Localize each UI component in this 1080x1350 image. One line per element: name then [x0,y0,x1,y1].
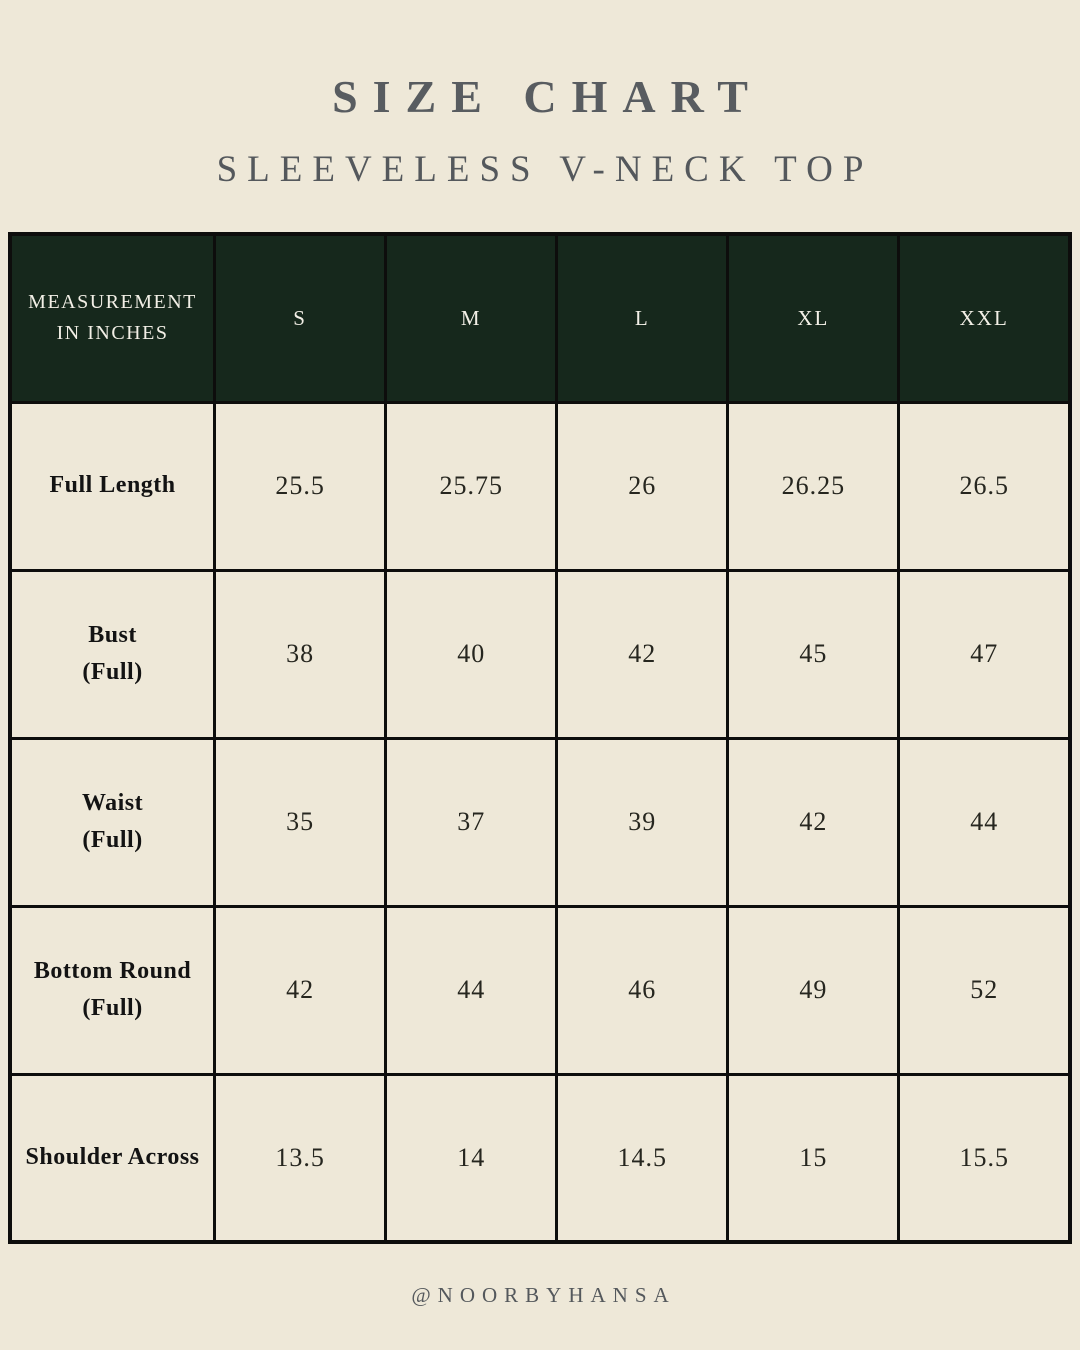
cell-shoulder-across-l: 14.5 [555,1072,730,1244]
cell-full-length-l: 26 [555,400,730,572]
cell-shoulder-across-xl: 15 [726,1072,901,1244]
cell-full-length-m: 25.75 [384,400,559,572]
cell-bottom-round-m: 44 [384,904,559,1076]
page-title: SIZE CHART [332,71,763,122]
cell-waist-xl: 42 [726,736,901,908]
cell-bottom-round-s: 42 [213,904,388,1076]
cell-full-length-xl: 26.25 [726,400,901,572]
row-label-shoulder-across: Shoulder Across [8,1072,217,1244]
header-cell-size-l: L [555,232,730,404]
header-cell-size-s: S [213,232,388,404]
header-cell-size-xl: XL [726,232,901,404]
cell-waist-l: 39 [555,736,730,908]
header-cell-size-xxl: XXL [897,232,1072,404]
row-label-text: Waist [81,789,144,816]
cell-bust-xxl: 47 [897,568,1072,740]
row-sublabel-text: (Full) [82,827,143,853]
row-label-text: Bottom Round [33,957,192,984]
row-label-full-length: Full Length [8,400,217,572]
cell-bust-l: 42 [555,568,730,740]
cell-full-length-xxl: 26.5 [897,400,1072,572]
cell-waist-xxl: 44 [897,736,1072,908]
table-row-bottom-round: Bottom Round (Full) 42 44 46 49 52 [8,904,1072,1076]
cell-bottom-round-xxl: 52 [897,904,1072,1076]
table-row-bust: Bust (Full) 38 40 42 45 47 [8,568,1072,740]
table-row-shoulder-across: Shoulder Across 13.5 14 14.5 15 15.5 [8,1072,1072,1244]
page-header: SIZE CHART SLEEVELESS V-NECK TOP [0,0,1080,232]
cell-bottom-round-xl: 49 [726,904,901,1076]
header-cell-measurement: MEASUREMENT IN INCHES [8,232,217,404]
row-sublabel-text: (Full) [82,659,143,685]
cell-bust-m: 40 [384,568,559,740]
table-header-row: MEASUREMENT IN INCHES S M L XL XXL [8,232,1072,404]
row-label-bust: Bust (Full) [8,568,217,740]
cell-full-length-s: 25.5 [213,400,388,572]
row-label-bottom-round: Bottom Round (Full) [8,904,217,1076]
row-label-text: Shoulder Across [25,1144,200,1171]
page-subtitle: SLEEVELESS V-NECK TOP [216,148,874,190]
cell-shoulder-across-s: 13.5 [213,1072,388,1244]
row-label-waist: Waist (Full) [8,736,217,908]
cell-waist-m: 37 [384,736,559,908]
row-label-text: Full Length [49,472,176,499]
cell-shoulder-across-xxl: 15.5 [897,1072,1072,1244]
brand-handle: @NOORBYHANSA [411,1283,676,1307]
table-row-waist: Waist (Full) 35 37 39 42 44 [8,736,1072,908]
row-sublabel-text: (Full) [82,995,143,1021]
cell-bust-s: 38 [213,568,388,740]
size-chart-table: MEASUREMENT IN INCHES S M L XL XXL Full … [8,232,1072,1244]
table-row-full-length: Full Length 25.5 25.75 26 26.25 26.5 [8,400,1072,572]
cell-shoulder-across-m: 14 [384,1072,559,1244]
row-label-text: Bust [88,621,137,648]
page-footer: @NOORBYHANSA [0,1244,1080,1347]
cell-bottom-round-l: 46 [555,904,730,1076]
header-measurement-line1: MEASUREMENT [28,291,197,314]
header-measurement-line2: IN INCHES [56,322,169,345]
header-cell-size-m: M [384,232,559,404]
cell-bust-xl: 45 [726,568,901,740]
cell-waist-s: 35 [213,736,388,908]
